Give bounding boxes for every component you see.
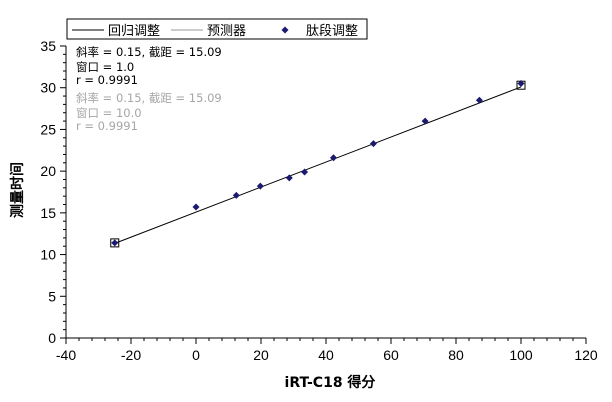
x-tick-label: 80	[448, 347, 464, 363]
x-tick-label: 100	[509, 347, 533, 363]
axes	[65, 46, 586, 339]
regression-line	[114, 86, 522, 244]
x-tick-label: 0	[192, 347, 200, 363]
data-point	[517, 80, 525, 88]
data-point	[256, 182, 264, 190]
data-point	[192, 203, 200, 211]
data-point	[475, 96, 483, 104]
data-point	[369, 140, 377, 148]
x-tick-label: 40	[318, 347, 334, 363]
x-tick-label: 20	[253, 347, 269, 363]
annotation-line: 窗口 = 1.0	[76, 60, 134, 74]
y-tick-label: 35	[40, 38, 56, 54]
legend-label: 肽段调整	[306, 24, 358, 39]
x-axis-label: iRT-C18 得分	[285, 374, 376, 391]
y-tick-label: 25	[40, 121, 56, 137]
x-tick-label: -20	[121, 347, 141, 363]
y-tick-label: 30	[40, 80, 56, 96]
data-point	[111, 239, 119, 247]
legend-label: 预测器	[207, 24, 246, 39]
legend-box	[66, 18, 368, 40]
legend: 回归调整 预测器 肽段调整	[66, 18, 368, 40]
y-tick-label: 10	[40, 247, 56, 263]
data-point	[329, 154, 337, 162]
y-tick-label: 15	[40, 205, 56, 221]
plot-area	[110, 80, 526, 248]
annotation-line: r = 0.9991	[76, 119, 138, 133]
annotation-line: 窗口 = 10.0	[76, 106, 142, 120]
legend-marker-swatch	[281, 26, 289, 34]
x-tick-label: -40	[56, 347, 76, 363]
y-tick-label: 0	[48, 330, 56, 346]
data-point	[301, 168, 309, 176]
data-point	[285, 174, 293, 182]
y-axis-label: 测量时间	[9, 162, 26, 218]
x-tick-label: 60	[383, 347, 399, 363]
legend-label: 回归调整	[108, 24, 160, 39]
annotation-line: 斜率 = 0.15, 截距 = 15.09	[76, 45, 222, 59]
x-tick-label: 120	[574, 347, 598, 363]
data-point	[421, 117, 429, 125]
y-tick-label: 20	[40, 163, 56, 179]
highlight-square	[110, 238, 120, 248]
annotation-line: r = 0.9991	[76, 73, 138, 87]
y-tick-label: 5	[48, 288, 56, 304]
annotation-line: 斜率 = 0.15, 截距 = 15.09	[76, 91, 222, 105]
ticks: 0 5 10 15 20 25 30 35 -40 -20 0 20 40 60 80 100 120	[40, 38, 597, 363]
data-point	[232, 191, 240, 199]
